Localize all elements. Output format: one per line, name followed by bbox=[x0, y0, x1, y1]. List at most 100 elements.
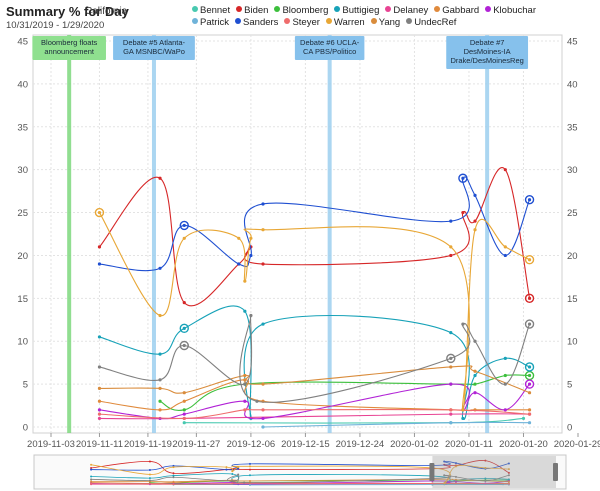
navigator-point bbox=[225, 466, 228, 469]
navigator-point bbox=[172, 476, 175, 479]
legend-item-bloomberg[interactable]: Bloomberg bbox=[274, 5, 328, 17]
data-point-sanders bbox=[249, 253, 253, 258]
navigator-point bbox=[90, 478, 93, 481]
data-point-undecref bbox=[473, 339, 477, 343]
legend-item-undecref[interactable]: UndecRef bbox=[406, 17, 456, 29]
data-point-yang bbox=[527, 391, 532, 395]
data-point-steyer bbox=[449, 408, 453, 412]
data-point-gabbard bbox=[97, 399, 102, 403]
annotation-box bbox=[294, 36, 365, 60]
navigator-point bbox=[148, 473, 151, 476]
navigator-point bbox=[90, 466, 93, 469]
navigator-point bbox=[454, 475, 457, 478]
legend-item-patrick[interactable]: Patrick bbox=[192, 17, 229, 29]
chart-subtitle: California bbox=[85, 6, 128, 17]
navigator-point bbox=[484, 477, 487, 480]
legend-item-yang[interactable]: Yang bbox=[370, 17, 400, 29]
annotation-box bbox=[446, 36, 529, 69]
data-point-buttigieg bbox=[261, 322, 265, 326]
legend-label: Buttigieg bbox=[342, 5, 380, 16]
navigator-point bbox=[225, 468, 228, 471]
y-tick-label-left: 5 bbox=[23, 380, 28, 391]
data-point-gabbard bbox=[158, 408, 162, 412]
data-point-warren bbox=[158, 313, 162, 318]
data-point-steyer bbox=[97, 412, 102, 416]
navigator-handle-left[interactable] bbox=[429, 463, 435, 481]
series-line-yang bbox=[99, 365, 530, 394]
data-point-sanders bbox=[503, 253, 507, 258]
navigator-point bbox=[484, 479, 487, 482]
data-point-sanders bbox=[461, 176, 465, 180]
annotation-band bbox=[485, 35, 490, 433]
data-point-patrick bbox=[449, 421, 453, 425]
data-point-buttigieg bbox=[503, 356, 507, 360]
legend-item-warren[interactable]: Warren bbox=[325, 17, 365, 29]
navigator-point bbox=[148, 479, 151, 482]
legend-label: Bloomberg bbox=[282, 5, 329, 16]
legend-item-buttigieg[interactable]: Buttigieg bbox=[334, 5, 379, 17]
y-tick-label-left: 45 bbox=[17, 37, 28, 48]
y-tick-label-right: 15 bbox=[567, 294, 578, 305]
data-point-yang bbox=[473, 369, 477, 373]
annotation-band bbox=[327, 35, 332, 433]
navigator-handle-right[interactable] bbox=[553, 463, 558, 481]
navigator-point bbox=[231, 479, 234, 482]
data-point-warren bbox=[527, 258, 532, 262]
data-point-yang bbox=[261, 382, 265, 386]
legend-swatch bbox=[370, 18, 377, 24]
legend-item-delaney[interactable]: Delaney bbox=[385, 5, 428, 17]
x-tick-label: 2019-11-03 bbox=[27, 439, 75, 450]
data-point-delaney bbox=[97, 416, 102, 421]
data-point-delaney bbox=[449, 412, 453, 416]
navigator-point bbox=[507, 468, 510, 471]
data-point-undecref bbox=[461, 322, 465, 326]
navigator-point bbox=[90, 480, 93, 483]
data-point-steyer bbox=[527, 412, 532, 416]
navigator-point bbox=[454, 465, 457, 468]
legend-item-sanders[interactable]: Sanders bbox=[235, 17, 278, 29]
data-point-biden bbox=[461, 210, 465, 215]
series-line-patrick bbox=[262, 421, 530, 428]
navigator-point bbox=[237, 473, 240, 476]
x-tick-label: 2019-12-15 bbox=[281, 439, 330, 450]
data-point-yang bbox=[158, 386, 162, 390]
data-point-buttigieg bbox=[473, 373, 477, 378]
navigator-point bbox=[248, 479, 251, 482]
annotation-label: CA PBS/Politico bbox=[303, 47, 356, 56]
navigator-point bbox=[454, 480, 457, 483]
legend-item-gabbard[interactable]: Gabbard bbox=[434, 5, 479, 17]
data-point-bennet bbox=[182, 421, 186, 425]
navigator-point bbox=[90, 482, 93, 485]
navigator-line bbox=[149, 479, 509, 484]
navigator-line bbox=[91, 460, 510, 474]
y-tick-label-right: 30 bbox=[567, 165, 578, 176]
data-point-sanders bbox=[524, 194, 535, 205]
data-point-sanders bbox=[458, 173, 468, 183]
navigator-point bbox=[454, 478, 457, 481]
legend-swatch bbox=[274, 6, 281, 12]
data-point-undecref bbox=[243, 382, 247, 386]
y-tick-label-left: 15 bbox=[17, 294, 28, 305]
data-point-undecref bbox=[158, 378, 162, 382]
legend-item-biden[interactable]: Biden bbox=[236, 5, 268, 17]
data-point-warren bbox=[94, 207, 105, 218]
legend-swatch bbox=[235, 18, 242, 24]
navigator-point bbox=[454, 462, 457, 465]
data-point-klobuchar bbox=[503, 408, 507, 412]
legend-item-bennet[interactable]: Bennet bbox=[192, 5, 230, 17]
data-point-biden bbox=[524, 293, 535, 304]
legend-item-steyer[interactable]: Steyer bbox=[284, 17, 320, 29]
legend-label: Bennet bbox=[200, 5, 231, 16]
data-point-warren bbox=[243, 279, 247, 283]
legend-label: Steyer bbox=[292, 17, 320, 28]
data-point-warren bbox=[473, 228, 477, 232]
data-point-undecref bbox=[446, 353, 456, 364]
navigator-point bbox=[148, 468, 151, 471]
data-point-warren bbox=[237, 236, 241, 240]
data-point-yang bbox=[182, 391, 186, 395]
date-range-label: 10/31/2019 - 1/29/2020 bbox=[6, 20, 105, 31]
y-tick-label-right: 5 bbox=[567, 380, 572, 391]
data-point-sanders bbox=[237, 262, 241, 266]
legend-item-klobuchar[interactable]: Klobuchar bbox=[485, 5, 536, 17]
